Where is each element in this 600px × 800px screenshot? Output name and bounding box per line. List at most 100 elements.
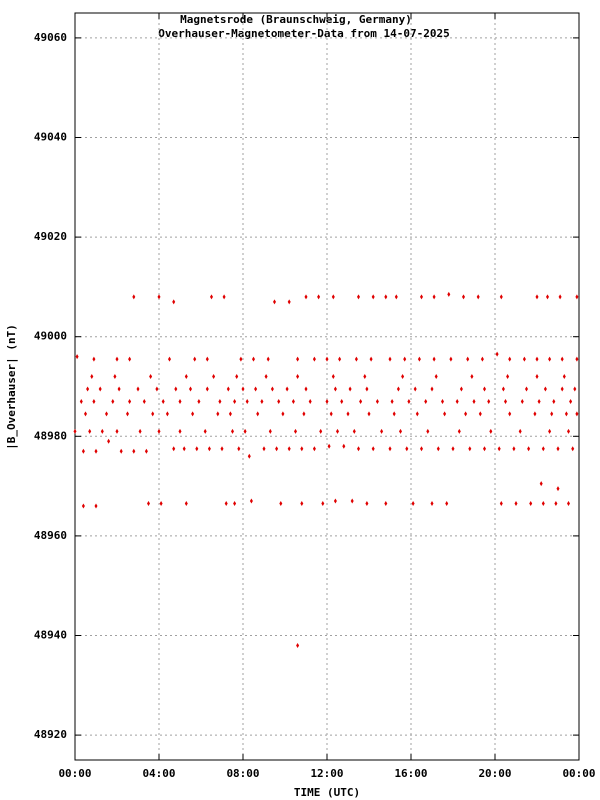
data-point [331,294,335,300]
data-point [287,446,291,452]
data-point [94,503,98,509]
data-point [365,386,369,392]
data-point [115,356,119,362]
data-point [567,428,570,434]
data-point [319,428,323,434]
data-point [468,446,472,452]
data-point [195,446,199,452]
data-point [357,294,360,300]
data-point [333,498,337,504]
data-point [384,294,388,300]
data-point [279,501,283,507]
data-point [81,503,85,509]
data-point [287,299,291,305]
data-point [548,428,552,434]
data-point [552,398,556,404]
data-point [571,446,575,452]
data-point [212,374,216,380]
data-point [541,501,545,507]
data-point [424,398,428,404]
data-point [548,356,552,362]
data-point [92,398,96,404]
data-point [132,294,136,300]
data-point [489,428,493,434]
data-point [520,398,524,404]
data-point [73,428,77,434]
data-point [100,428,104,434]
data-point [296,642,300,648]
chart-subtitle: Overhauser-Magnetometer-Data from 14-07-… [158,27,449,40]
data-point [128,398,132,404]
data-point [329,411,333,417]
data-point [247,453,251,459]
data-point [522,356,526,362]
y-tick-label: 49060 [34,31,67,44]
data-point [405,446,409,452]
data-point [189,386,192,392]
data-point [119,448,123,454]
data-point [312,356,316,362]
data-point [575,411,579,417]
data-point [371,446,375,452]
data-point [518,428,522,434]
data-point [365,501,369,507]
data-point [560,386,564,392]
data-point [420,446,423,452]
data-point [529,501,533,507]
data-point [203,428,207,434]
data-point [138,428,142,434]
data-point [205,356,209,362]
data-point [210,294,213,300]
y-tick-label: 49040 [34,131,67,144]
data-point [285,386,289,392]
data-point [535,374,539,380]
data-point [338,356,342,362]
data-point [564,411,568,417]
data-point [231,428,234,434]
data-point [562,374,566,380]
data-point [394,294,398,300]
data-point [291,398,295,404]
data-point [363,374,367,380]
data-point [205,386,209,392]
data-point [256,411,260,417]
data-point [216,411,220,417]
x-tick-label: 12:00 [310,767,343,780]
data-point [224,501,228,507]
data-point [470,374,474,380]
data-point [149,374,153,380]
data-point [264,374,268,380]
data-point [556,486,560,492]
y-tick-label: 48980 [34,429,67,442]
data-point [159,501,163,507]
data-point [487,398,491,404]
data-point [499,501,503,507]
data-point [459,386,463,392]
data-point [113,374,117,380]
data-point [273,299,276,305]
data-point [235,374,239,380]
data-point [348,386,352,392]
data-point [79,398,83,404]
x-tick-label: 00:00 [562,767,595,780]
data-point [94,448,98,454]
data-point [312,446,316,452]
data-point [375,398,379,404]
data-point [497,446,501,452]
data-point [165,411,169,417]
data-point [434,374,438,380]
data-point [554,501,558,507]
data-point [417,356,421,362]
data-point [575,294,579,300]
data-point [483,386,486,392]
data-point [331,374,335,380]
data-point [367,411,371,417]
x-axis-label: TIME (UTC) [294,786,360,799]
data-point [462,294,465,300]
data-point [88,428,92,434]
data-point [296,374,300,380]
data-point [466,356,470,362]
x-tick-label: 08:00 [226,767,259,780]
